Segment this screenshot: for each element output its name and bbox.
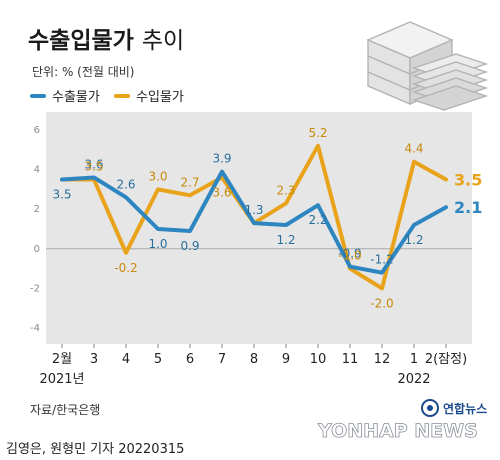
- data-label-import: -1.0: [338, 249, 361, 263]
- chart-title: 수출입물가 추이: [28, 28, 184, 54]
- data-label-export: -0.9: [338, 247, 361, 261]
- data-label-export: 1.2: [276, 233, 295, 247]
- data-label-import: 2.7: [180, 175, 199, 189]
- data-label-import: 2.3: [276, 183, 295, 197]
- brand-label: 연합뉴스: [443, 401, 487, 416]
- x-tick-label: 6: [186, 352, 194, 367]
- x-tick-label: 2(잠정): [425, 352, 467, 367]
- axes: -4 -2 0 2 4 6 2월 3 4 5 6 7 8 9 10 11 12 1 2(잠정) 2021년 2022: [30, 125, 472, 387]
- data-labels: 3.53.62.61.0 0.93.91.31.22.2-0.9 -1.21.22.…: [52, 126, 482, 311]
- legend-swatch-export: [30, 94, 46, 98]
- data-label-export: 1.2: [404, 233, 423, 247]
- data-label-export: 3.6: [84, 158, 103, 172]
- data-label-export: 2.6: [116, 177, 135, 191]
- data-label-import: 3.0: [148, 169, 167, 183]
- x-tick-label: 2월: [52, 352, 72, 367]
- data-label-import: 3.5: [84, 160, 103, 174]
- y-tick-label: 6: [34, 125, 40, 136]
- y-tick-label: -4: [30, 323, 40, 334]
- y-tick-label: -2: [30, 283, 40, 294]
- data-label-import: 4.4: [404, 142, 423, 156]
- data-label-export: 3.5: [52, 188, 71, 202]
- watermark: YONHAP NEWS: [317, 420, 478, 442]
- crate-money-illustration: [366, 21, 489, 111]
- x-tick-label: 4: [122, 352, 130, 367]
- y-tick-label: 4: [34, 165, 40, 176]
- x-tick-label: 8: [250, 352, 258, 367]
- x-tick-label: 7: [218, 352, 226, 367]
- y-tick-label: 0: [34, 244, 40, 255]
- data-label-export: 2.1: [454, 198, 482, 217]
- source-label: 자료/한국은행: [30, 402, 100, 417]
- x-year-label: 2022: [397, 372, 430, 387]
- data-label-export: 1.0: [148, 237, 167, 251]
- data-label-import: 3.6: [212, 186, 231, 200]
- data-label-import: 3.5: [454, 171, 482, 190]
- data-label-import: -0.2: [114, 261, 137, 275]
- x-tick-label: 12: [374, 352, 391, 367]
- data-label-export: 1.3: [244, 203, 263, 217]
- x-year-label: 2021년: [39, 372, 84, 387]
- x-tick-label: 9: [282, 352, 290, 367]
- series: [60, 143, 448, 291]
- legend-label-export: 수출물가: [52, 90, 100, 105]
- yonhap-logo: 연합뉴스: [421, 399, 487, 417]
- data-label-export: 3.9: [212, 152, 231, 166]
- data-label-import: 5.2: [308, 126, 327, 140]
- legend-label-import: 수입물가: [136, 90, 184, 105]
- series-line-export: [60, 169, 448, 275]
- x-tick-label: 1: [410, 352, 418, 367]
- legend-swatch-import: [114, 94, 130, 98]
- x-tick-label: 5: [154, 352, 162, 367]
- x-tick-label: 10: [310, 352, 327, 367]
- data-label-export: 0.9: [180, 239, 199, 253]
- unit-label: 단위: % (전월 대비): [32, 65, 135, 79]
- data-label-export: 2.2: [308, 213, 327, 227]
- data-label-import: -2.0: [370, 296, 393, 310]
- legend: 수출물가 수입물가: [30, 90, 184, 105]
- credit-label: 김영은, 원형민 기자 20220315: [6, 442, 184, 457]
- data-label-export: -1.2: [370, 253, 393, 267]
- x-tick-label: 3: [90, 352, 98, 367]
- y-tick-label: 2: [34, 204, 40, 215]
- x-tick-label: 11: [342, 352, 359, 367]
